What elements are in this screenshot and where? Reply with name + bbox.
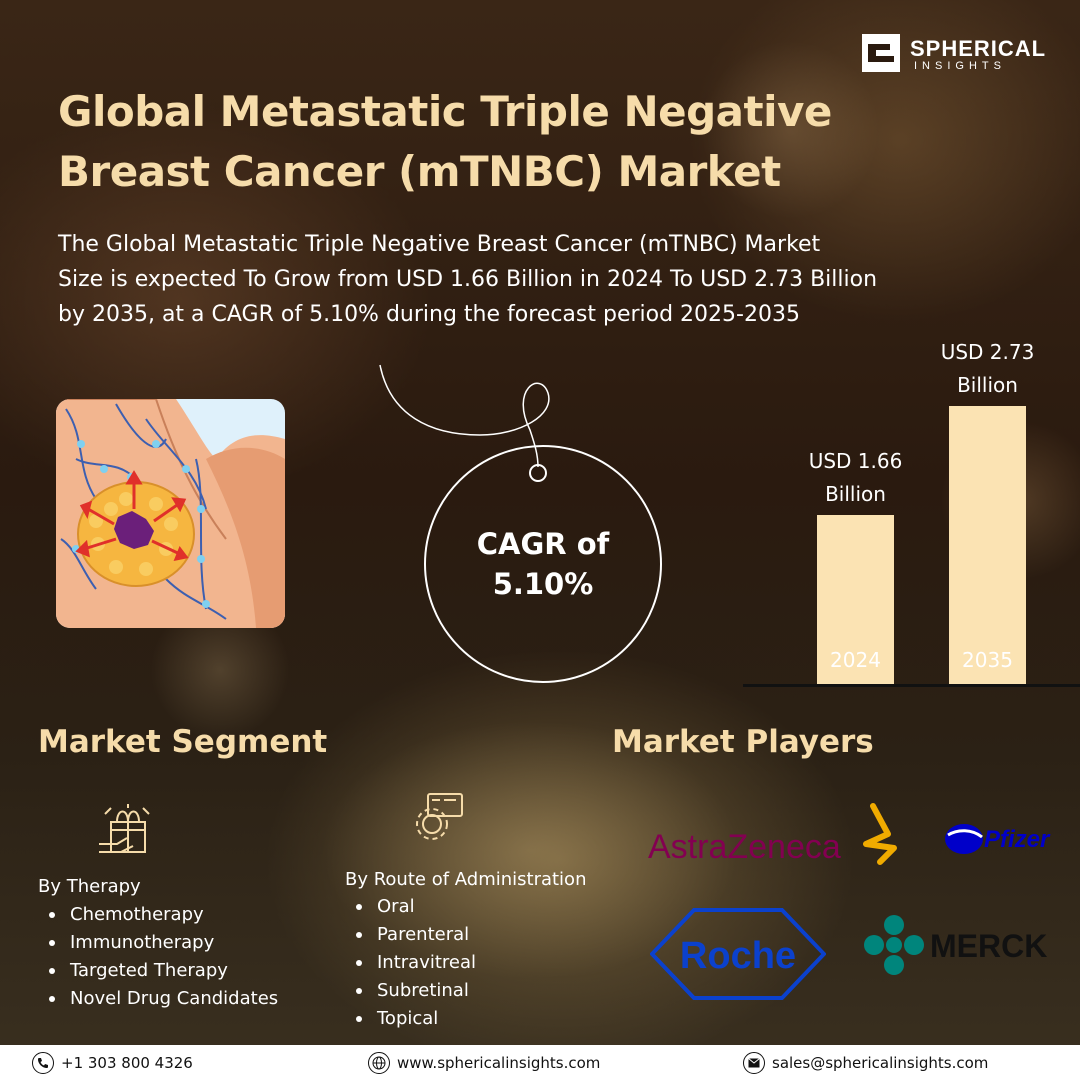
website-url: www.sphericalinsights.com	[397, 1054, 601, 1072]
footer-email[interactable]: sales@sphericalinsights.com	[743, 1051, 988, 1075]
bar-category-label: 2035	[962, 648, 1013, 672]
list-item: Parenteral	[351, 921, 476, 949]
email-icon	[743, 1052, 765, 1074]
bar-2024	[817, 515, 894, 684]
gift-box-hand-icon	[99, 804, 150, 853]
list-item: Intravitreal	[351, 949, 476, 977]
pfizer-logo: Pfizer	[945, 824, 1051, 854]
brand-logo: SPHERICAL INSIGHTS	[862, 34, 1052, 74]
astrazeneca-symbol-icon	[863, 803, 897, 865]
astrazeneca-logo: AstraZeneca	[648, 803, 897, 866]
bar-category-label: 2024	[830, 648, 881, 672]
cagr-label: CAGR of	[476, 527, 610, 561]
breast-tumor-illustration-icon	[56, 399, 285, 628]
merck-wordmark: MERCK	[930, 928, 1047, 964]
title-line-1: Global Metastatic Triple Negative	[58, 87, 832, 136]
bar-value-label-line: Billion	[825, 482, 886, 506]
cagr-badge: CAGR of 5.10%	[424, 445, 662, 683]
therapy-heading: By Therapy	[38, 876, 141, 897]
market-description: The Global Metastatic Triple Negative Br…	[58, 227, 978, 332]
description-line-2: Size is expected To Grow from USD 1.66 B…	[58, 267, 878, 292]
bar-value-label-line: USD 1.66	[808, 449, 903, 473]
cagr-value: 5.10%	[492, 567, 594, 601]
market-segment-title: Market Segment	[38, 724, 328, 760]
merck-symbol-icon	[864, 915, 924, 975]
list-item: Immunotherapy	[44, 929, 278, 957]
footer-website[interactable]: www.sphericalinsights.com	[368, 1051, 600, 1075]
bar-2035	[949, 406, 1026, 684]
list-item: Novel Drug Candidates	[44, 985, 278, 1013]
brand-name: SPHERICAL	[910, 36, 1047, 61]
phone-icon	[32, 1052, 54, 1074]
list-item: Subretinal	[351, 977, 476, 1005]
route-list: Oral Parenteral Intravitreal Subretinal …	[351, 893, 476, 1033]
bar-value-label-line: Billion	[957, 373, 1018, 397]
bar-value-label: USD 1.66 Billion	[786, 445, 926, 511]
chart-baseline	[743, 684, 1080, 687]
roche-logo: Roche	[650, 908, 826, 1000]
spherical-insights-logo-icon	[862, 34, 900, 72]
title-line-2: Breast Cancer (mTNBC) Market	[58, 147, 781, 196]
route-heading: By Route of Administration	[345, 869, 587, 890]
therapy-list: Chemotherapy Immunotherapy Targeted Ther…	[44, 901, 278, 1013]
description-line-1: The Global Metastatic Triple Negative Br…	[58, 232, 821, 257]
bar-value-label-line: USD 2.73	[940, 340, 1035, 364]
bar-value-label: USD 2.73 Billion	[918, 336, 1058, 402]
breast-cancer-illustration	[56, 399, 285, 628]
list-item: Topical	[351, 1005, 476, 1033]
gear-settings-icon	[416, 793, 463, 840]
market-size-bar-chart: 2024 USD 1.66 Billion 2035 USD 2.73 Billion	[740, 330, 1080, 692]
roche-wordmark: Roche	[680, 935, 796, 977]
brand-tagline: INSIGHTS	[914, 60, 1006, 72]
list-item: Oral	[351, 893, 476, 921]
contact-footer: +1 303 800 4326 www.sphericalinsights.co…	[0, 1045, 1080, 1080]
email-address: sales@sphericalinsights.com	[772, 1054, 989, 1072]
astrazeneca-wordmark: AstraZeneca	[648, 828, 841, 866]
phone-number: +1 303 800 4326	[61, 1054, 193, 1072]
page-title: Global Metastatic Triple Negative Breast…	[58, 82, 958, 202]
merck-logo: MERCK	[864, 915, 1047, 975]
market-players-title: Market Players	[612, 724, 874, 760]
roche-hexagon-icon	[650, 908, 826, 1000]
globe-icon	[368, 1052, 390, 1074]
list-item: Targeted Therapy	[44, 957, 278, 985]
pfizer-wordmark: Pfizer	[984, 826, 1051, 853]
description-line-3: by 2035, at a CAGR of 5.10% during the f…	[58, 302, 800, 327]
footer-phone[interactable]: +1 303 800 4326	[32, 1051, 193, 1075]
list-item: Chemotherapy	[44, 901, 278, 929]
pfizer-pill-icon	[945, 824, 983, 854]
